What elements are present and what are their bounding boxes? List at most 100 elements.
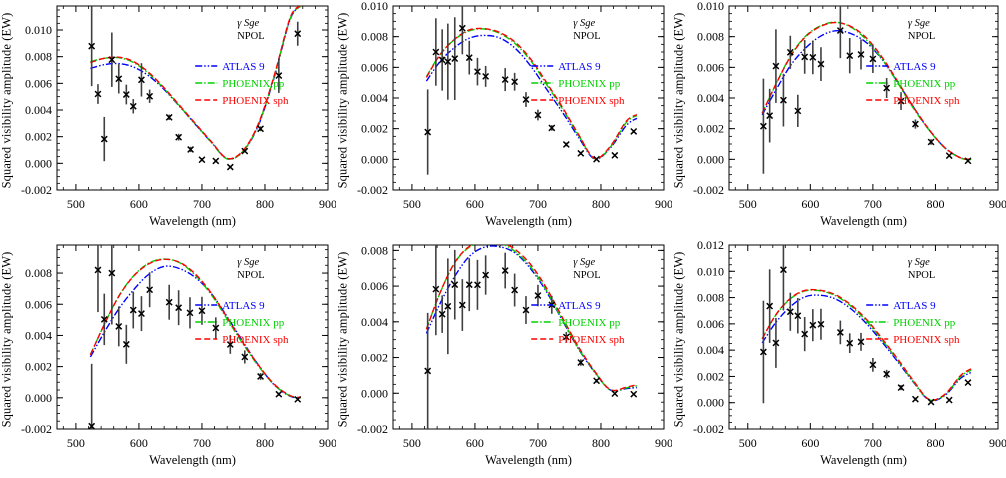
annotation-target: γ Sge — [908, 18, 930, 29]
annotation-instrument: NPOL — [908, 270, 935, 281]
x-tick-label: 600 — [130, 197, 148, 211]
legend-label-atlas-9: ATLAS 9 — [558, 61, 601, 73]
plot-panel-2: 500 600 700 800 900 -0.002 0.000 0.002 0.004 0.00… — [335, 0, 673, 239]
y-tick-label: 0.004 — [25, 328, 52, 342]
y-tick-label: 0.008 — [697, 30, 724, 44]
y-tick-label: 0.000 — [25, 391, 52, 405]
y-tick-label: 0.008 — [25, 266, 52, 280]
data-point — [630, 390, 638, 398]
x-tick-label: 800 — [926, 436, 944, 450]
data-point — [593, 155, 600, 163]
plot-area-1: 500 600 700 800 900 -0.002 0.000 0.002 0.004 0.00… — [0, 0, 336, 239]
data-point — [501, 76, 509, 84]
y-tick-label: 0.002 — [25, 130, 52, 144]
data-point — [548, 124, 556, 132]
data-point — [611, 390, 619, 398]
y-tick-label: 0.002 — [361, 122, 388, 136]
data-point — [897, 97, 905, 105]
data-point — [779, 266, 787, 274]
y-tick-label: 0.000 — [25, 156, 52, 170]
model-curve-phoenix-sph — [761, 288, 972, 401]
data-point — [779, 96, 787, 104]
y-tick-label: 0.010 — [697, 0, 724, 13]
legend-label-phoenix-pp: PHOENIX pp — [893, 78, 956, 90]
model-curve-atlas-9 — [761, 30, 972, 161]
annotation-target: γ Sge — [573, 18, 595, 29]
plot-area-2: 500 600 700 800 900 -0.002 0.000 0.002 0.004 0.00… — [336, 0, 672, 239]
y-axis-label-text: Squared visibility amplitude (EW) — [0, 12, 14, 188]
y-tick-label: 0.000 — [361, 386, 388, 400]
y-tick-label: -0.002 — [357, 422, 388, 436]
x-tick-label: 600 — [130, 436, 148, 450]
data-point — [766, 112, 774, 120]
data-point — [522, 306, 530, 314]
y-tick-label: 0.006 — [697, 317, 724, 331]
data-point — [115, 75, 123, 83]
x-tick-label: 700 — [529, 436, 547, 450]
x-tick-label: 700 — [864, 436, 882, 450]
x-axis-label: Wavelength (nm) — [485, 214, 572, 228]
y-axis-label-text: Squared visibility amplitude (EW) — [671, 12, 686, 188]
y-tick-label: 0.000 — [361, 152, 388, 166]
data-point — [186, 309, 194, 317]
x-tick-label: 500 — [739, 197, 757, 211]
data-point — [438, 56, 446, 64]
legend-label-phoenix-pp: PHOENIX pp — [893, 317, 956, 329]
x-tick-label: 800 — [592, 436, 610, 450]
plot-area-5: 500 600 700 800 900 -0.002 0.000 0.002 0.004 0.00… — [336, 239, 672, 478]
data-point — [465, 281, 473, 289]
data-point — [115, 322, 123, 330]
x-tick-label: 700 — [864, 197, 882, 211]
data-point — [927, 138, 935, 146]
y-tick-label: -0.002 — [357, 183, 388, 197]
annotation-target: γ Sge — [908, 257, 930, 268]
y-axis-label: Squared visibility amplitude (EW) — [335, 6, 351, 194]
x-tick-label: 600 — [466, 197, 484, 211]
data-point — [883, 84, 891, 92]
x-tick-label: 500 — [403, 436, 421, 450]
data-point — [100, 135, 108, 143]
data-point — [129, 306, 137, 314]
data-point — [911, 395, 919, 403]
model-curve-phoenix-pp — [761, 21, 972, 161]
data-point — [226, 341, 234, 348]
y-axis-label-text: Squared visibility amplitude (EW) — [0, 251, 14, 427]
legend-label-atlas-9: ATLAS 9 — [893, 300, 936, 312]
plot-area-6: 500 600 700 800 900 -0.002 0.000 0.002 0.004 0.00… — [672, 239, 1006, 478]
data-point — [146, 286, 154, 294]
plot-area-4: 500 600 700 800 900 -0.002 0.000 0.002 0.004 0.00… — [0, 239, 336, 478]
y-tick-label: 0.004 — [25, 103, 52, 117]
y-tick-label: 0.002 — [25, 360, 52, 374]
y-tick-label: 0.006 — [361, 60, 388, 74]
y-axis-label: Squared visibility amplitude (EW) — [671, 6, 687, 194]
data-point — [577, 359, 585, 366]
data-point — [534, 111, 542, 119]
y-tick-label: 0.006 — [361, 279, 388, 293]
data-point — [611, 151, 619, 159]
y-tick-label: 0.008 — [361, 243, 388, 257]
data-point — [522, 96, 530, 103]
y-tick-label: 0.012 — [697, 239, 724, 252]
y-tick-label: 0.004 — [361, 91, 388, 105]
model-curve-phoenix-sph — [761, 21, 972, 161]
y-tick-label: 0.008 — [697, 291, 724, 305]
data-point — [187, 146, 195, 153]
x-tick-label: 800 — [256, 197, 274, 211]
legend-label-phoenix-sph: PHOENIX sph — [558, 334, 625, 346]
y-axis-label: Squared visibility amplitude (EW) — [671, 245, 687, 433]
data-point — [911, 120, 919, 128]
y-tick-label: 0.002 — [697, 369, 724, 383]
model-curve-phoenix-sph — [89, 258, 302, 399]
data-point — [511, 286, 519, 294]
data-point — [857, 51, 865, 58]
x-axis-label: Wavelength (nm) — [149, 214, 236, 228]
data-point — [857, 338, 865, 346]
data-point — [88, 422, 96, 429]
legend-label-atlas-9: ATLAS 9 — [222, 300, 265, 312]
data-point — [241, 147, 249, 155]
model-curve-phoenix-sph — [425, 27, 638, 160]
data-point — [108, 269, 116, 277]
data-point — [534, 292, 542, 299]
data-point — [945, 396, 953, 404]
data-point — [451, 281, 459, 289]
